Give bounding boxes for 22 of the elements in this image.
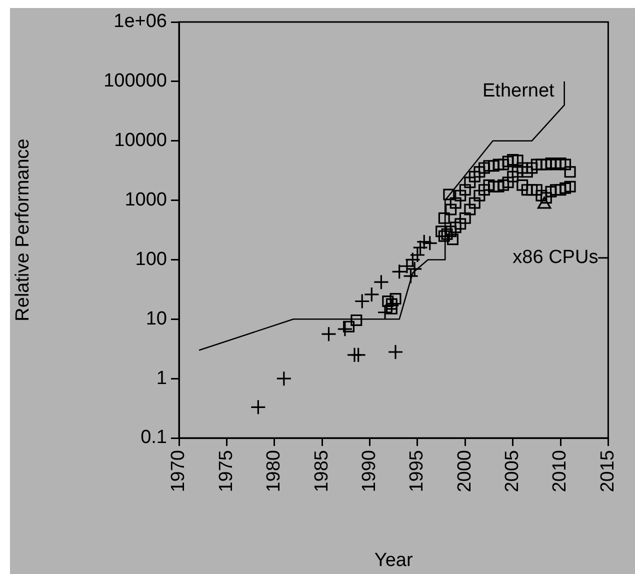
- y-tick-label: 1e+06: [114, 11, 167, 32]
- y-axis-title: Relative Performance: [12, 138, 34, 322]
- x-tick-label: 1985: [311, 450, 332, 492]
- x-tick-label: 1990: [358, 450, 380, 492]
- y-tick-label: 10000: [114, 130, 167, 152]
- y-tick-label: 100: [135, 248, 167, 270]
- y-tick-label: 100000: [104, 70, 167, 92]
- legend-label: x86 CPUs: [512, 247, 598, 268]
- y-tick-label: 0.1: [140, 427, 167, 448]
- series-label: Ethernet: [482, 80, 556, 102]
- x-tick-label: 2015: [597, 450, 618, 492]
- x-tick-label: 2000: [454, 450, 476, 492]
- x-tick-label: 1975: [216, 450, 237, 492]
- x-tick-label: 2005: [502, 450, 524, 492]
- x-tick-label: 1980: [264, 450, 285, 492]
- y-tick-label: 10: [146, 308, 167, 330]
- x-tick-label: 1970: [168, 450, 190, 492]
- x-axis-title: Year: [374, 550, 414, 571]
- x-tick-label: 1995: [406, 450, 428, 492]
- y-tick-label: 1: [156, 368, 167, 389]
- x-tick-label: 2010: [550, 450, 571, 492]
- y-tick-label: 1000: [124, 190, 167, 211]
